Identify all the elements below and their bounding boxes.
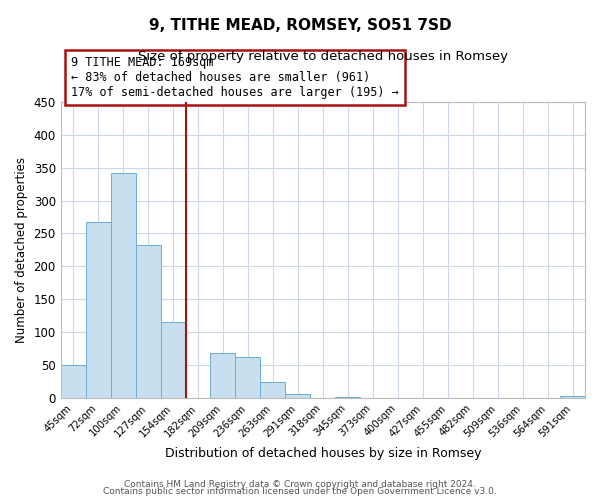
Bar: [110, 174, 136, 398]
Text: 9, TITHE MEAD, ROMSEY, SO51 7SD: 9, TITHE MEAD, ROMSEY, SO51 7SD: [149, 18, 451, 32]
Bar: [61, 365, 86, 398]
Bar: [211, 352, 235, 398]
Bar: [235, 356, 260, 398]
Text: Contains HM Land Registry data © Crown copyright and database right 2024.: Contains HM Land Registry data © Crown c…: [124, 480, 476, 489]
Bar: [86, 222, 110, 398]
X-axis label: Distribution of detached houses by size in Romsey: Distribution of detached houses by size …: [164, 447, 481, 460]
Y-axis label: Number of detached properties: Number of detached properties: [15, 157, 28, 343]
Bar: [560, 396, 585, 398]
Bar: [286, 394, 310, 398]
Bar: [161, 322, 185, 398]
Text: 9 TITHE MEAD: 169sqm
← 83% of detached houses are smaller (961)
17% of semi-deta: 9 TITHE MEAD: 169sqm ← 83% of detached h…: [71, 56, 399, 98]
Text: Contains public sector information licensed under the Open Government Licence v3: Contains public sector information licen…: [103, 487, 497, 496]
Bar: [260, 382, 286, 398]
Bar: [136, 246, 161, 398]
Title: Size of property relative to detached houses in Romsey: Size of property relative to detached ho…: [138, 50, 508, 63]
Bar: [335, 397, 360, 398]
